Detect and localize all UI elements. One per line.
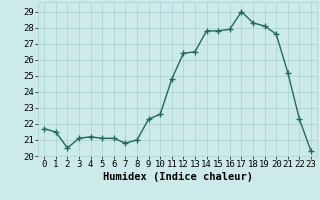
X-axis label: Humidex (Indice chaleur): Humidex (Indice chaleur): [103, 172, 252, 182]
